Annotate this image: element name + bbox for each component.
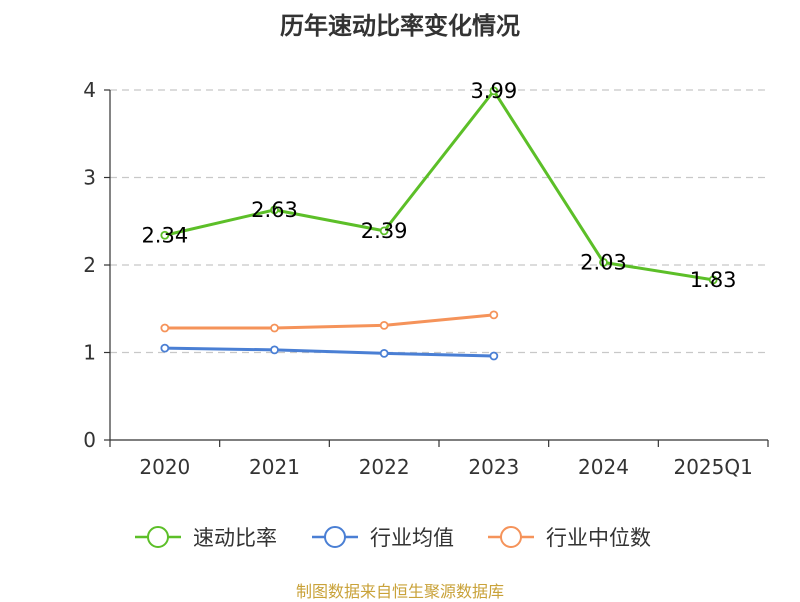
data-point (160, 230, 170, 240)
x-tick-label: 2025Q1 (673, 455, 752, 479)
data-label: 2.39 (361, 219, 408, 243)
x-tick-label: 2020 (139, 455, 190, 479)
data-point (270, 345, 279, 355)
x-tick-label: 2021 (249, 455, 300, 479)
y-tick-label: 3 (83, 166, 96, 190)
axes: 0 1 2 3 4 2020 2021 2022 2023 2024 2025Q1 (83, 78, 769, 479)
data-point (160, 323, 170, 333)
y-tick-label: 4 (83, 78, 96, 102)
data-point (379, 320, 389, 330)
data-point (489, 310, 499, 320)
data-point (270, 205, 279, 215)
series-lines (160, 86, 718, 361)
y-tick-label: 0 (83, 428, 96, 452)
grid-lines (110, 89, 768, 354)
data-label: 2.34 (141, 223, 188, 247)
data-point (599, 257, 608, 267)
y-tick-label: 1 (83, 341, 96, 365)
chart-title: 历年速动比率变化情况 (280, 12, 520, 40)
series-line (164, 89, 714, 282)
legend-label: 行业中位数 (546, 526, 651, 550)
x-tick-label: 2023 (468, 455, 519, 479)
x-tick-label: 2024 (578, 455, 629, 479)
legend-marker (324, 526, 346, 548)
legend: 速动比率 行业均值 行业中位数 (135, 526, 651, 550)
y-tick-label: 2 (83, 253, 96, 277)
data-point (270, 323, 279, 333)
data-point (160, 343, 170, 353)
source-note: 制图数据来自恒生聚源数据库 (295, 582, 504, 601)
data-point (708, 275, 718, 285)
legend-label: 速动比率 (193, 526, 277, 550)
data-label: 3.99 (470, 79, 517, 103)
legend-marker (147, 526, 169, 548)
legend-marker (500, 526, 522, 548)
data-label: 1.83 (690, 268, 737, 292)
x-tick-label: 2022 (359, 455, 410, 479)
data-labels: 2.34 2.63 2.39 3.99 2.03 1.83 (141, 79, 736, 292)
legend-label: 行业均值 (370, 526, 454, 550)
data-point (379, 226, 389, 236)
data-point (489, 351, 499, 361)
data-label: 2.63 (251, 198, 298, 222)
series-line (164, 313, 494, 330)
data-point (379, 348, 389, 358)
series-line (164, 346, 494, 358)
data-label: 2.03 (580, 250, 627, 274)
data-point (489, 86, 499, 96)
